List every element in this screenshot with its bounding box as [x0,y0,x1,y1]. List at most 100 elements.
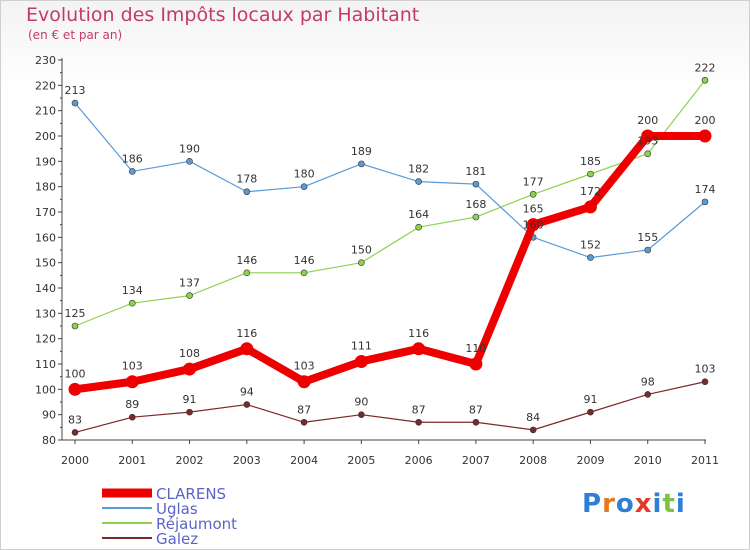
data-label: 111 [351,339,372,352]
series-line-galez [74,381,706,433]
data-point [526,218,540,232]
data-label: 178 [236,173,257,186]
data-label: 200 [637,114,658,127]
data-point [183,362,197,376]
y-tick-label: 80 [42,434,56,447]
axes: 8090100110120130140150160170180190200210… [35,54,719,467]
data-point [71,322,79,330]
y-tick-label: 130 [35,307,56,320]
proxiti-logo: Proxiti [582,489,686,519]
data-label: 160 [523,218,544,231]
data-point [300,269,308,277]
y-tick-label: 140 [35,282,56,295]
data-point [358,411,365,418]
y-tick-label: 100 [35,383,56,396]
data-point [71,99,79,107]
data-point [472,213,480,221]
data-label: 103 [122,360,143,373]
data-point [415,178,422,185]
data-point [300,183,308,190]
data-label: 87 [412,403,426,416]
data-label: 137 [179,277,200,290]
data-label: 89 [125,398,139,411]
x-tick-label: 2003 [233,454,261,467]
data-point [641,129,655,143]
data-point [698,129,712,143]
data-label: 108 [179,347,200,360]
data-label: 177 [523,175,544,188]
data-point [297,375,311,389]
data-point [71,429,79,436]
data-labels: 125 134 137 146 146 150 164 168 177 185 193 222 213 1… [65,61,716,426]
y-tick-label: 160 [35,231,56,244]
x-tick-label: 2009 [576,454,604,467]
data-label: 146 [294,254,315,267]
data-label: 213 [65,84,86,97]
logo-letter: i [675,489,686,519]
data-label: 180 [294,168,315,181]
data-point [587,254,594,261]
logo-letter: P [582,489,603,519]
y-tick-label: 120 [35,333,56,346]
data-point [644,150,652,158]
data-label: 125 [65,307,86,320]
series-line-uglas [74,102,706,259]
data-label: 152 [580,239,601,252]
y-tick-label: 190 [35,155,56,168]
data-point [644,391,652,398]
data-label: 90 [354,396,368,409]
data-label: 174 [695,183,716,196]
x-tick-label: 2001 [118,454,146,467]
data-point [472,180,480,188]
data-point [472,418,480,426]
legend-label-clarens: CLARENS [156,485,226,503]
data-label: 116 [236,327,257,340]
data-label: 103 [695,363,716,376]
data-label: 185 [580,155,601,168]
data-label: 110 [465,342,486,355]
x-tick-label: 2004 [290,454,318,467]
data-label: 83 [68,413,82,426]
data-label: 200 [695,114,716,127]
data-label: 155 [637,231,658,244]
data-point [354,354,368,368]
data-label: 134 [122,284,143,297]
data-point [412,342,426,356]
chart-title: Evolution des Impôts locaux par Habitant [26,4,420,26]
data-label: 189 [351,145,372,158]
data-point [68,382,82,396]
logo-letter: i [652,489,663,519]
logo-letter: x [634,489,653,519]
data-point [186,292,193,299]
data-label: 146 [236,254,257,267]
data-label: 168 [465,198,486,211]
data-label: 190 [179,142,200,155]
y-tick-label: 110 [35,358,56,371]
y-tick-label: 170 [35,206,56,219]
data-label: 181 [465,165,486,178]
data-point [529,426,537,434]
data-point [644,246,652,254]
data-label: 94 [240,386,254,399]
y-tick-label: 210 [35,105,56,118]
data-label: 91 [183,393,197,406]
data-point [358,160,365,168]
data-point [701,76,709,84]
data-point [701,378,709,386]
y-tick-label: 200 [35,130,56,143]
chart-subtitle: (en € et par an) [28,28,123,42]
data-point [243,269,251,277]
logo-letter: t [662,489,676,519]
data-point [415,223,422,231]
legend-label-réjaumont: Réjaumont [156,515,237,533]
data-label: 116 [408,327,429,340]
data-point [128,168,136,175]
x-tick-label: 2008 [519,454,547,467]
series-line-réjaumont [74,79,706,327]
data-point [469,357,483,371]
legend-label-uglas: Uglas [156,500,198,518]
data-label: 172 [580,185,601,198]
